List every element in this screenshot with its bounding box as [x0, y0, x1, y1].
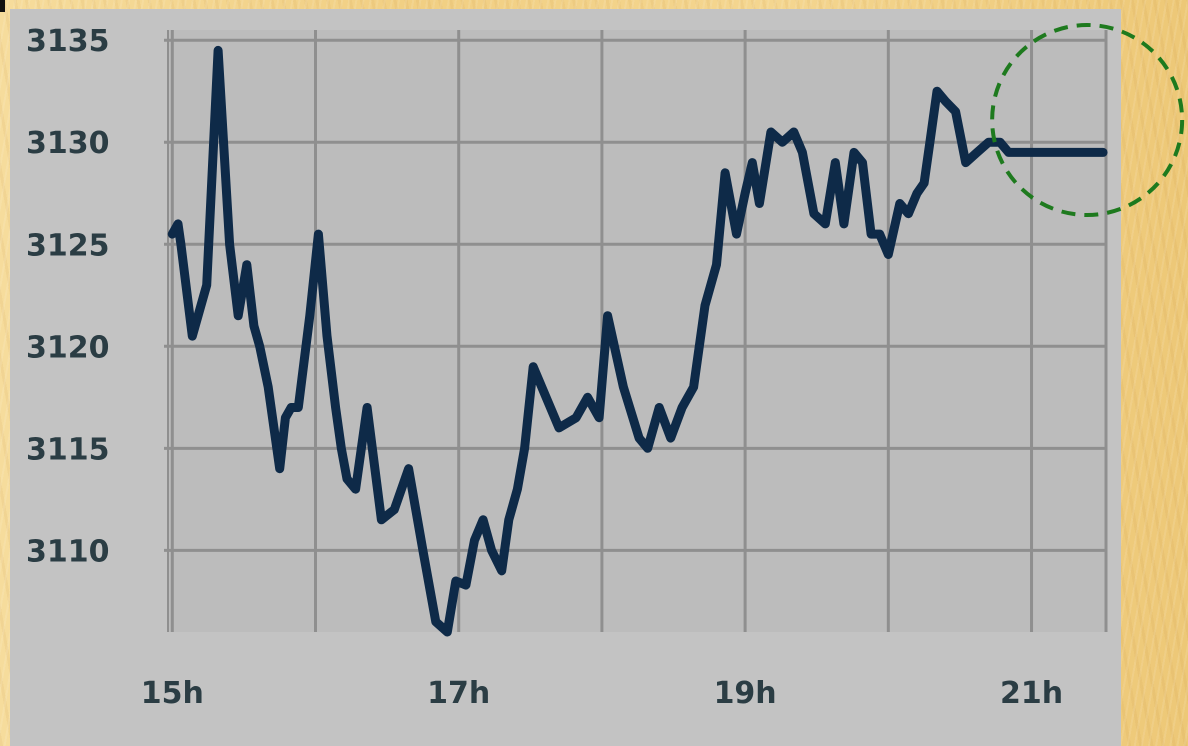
y-tick-label-3125: 3125 [26, 228, 110, 263]
y-tick-label-3115: 3115 [26, 432, 110, 467]
series-line-group [167, 45, 1108, 637]
y-tick-label-3110: 3110 [26, 534, 110, 569]
series-line [167, 45, 1108, 637]
highlight-dashed-circle [990, 23, 1185, 217]
y-axis-labels: 3135 3130 3125 3120 3115 3110 [26, 24, 110, 569]
x-tick-label-17h: 17h [427, 676, 490, 711]
grid [164, 30, 1108, 632]
x-axis-labels: 15h 17h 19h 21h [141, 676, 1063, 711]
y-tick-label-3130: 3130 [26, 126, 110, 161]
y-tick-label-3135: 3135 [26, 24, 110, 59]
y-tick-label-3120: 3120 [26, 330, 110, 365]
x-tick-label-21h: 21h [1000, 676, 1063, 711]
annotation-group [990, 23, 1185, 217]
x-tick-label-19h: 19h [714, 676, 777, 711]
x-tick-label-15h: 15h [141, 676, 204, 711]
slide-corner-mark [0, 0, 5, 12]
